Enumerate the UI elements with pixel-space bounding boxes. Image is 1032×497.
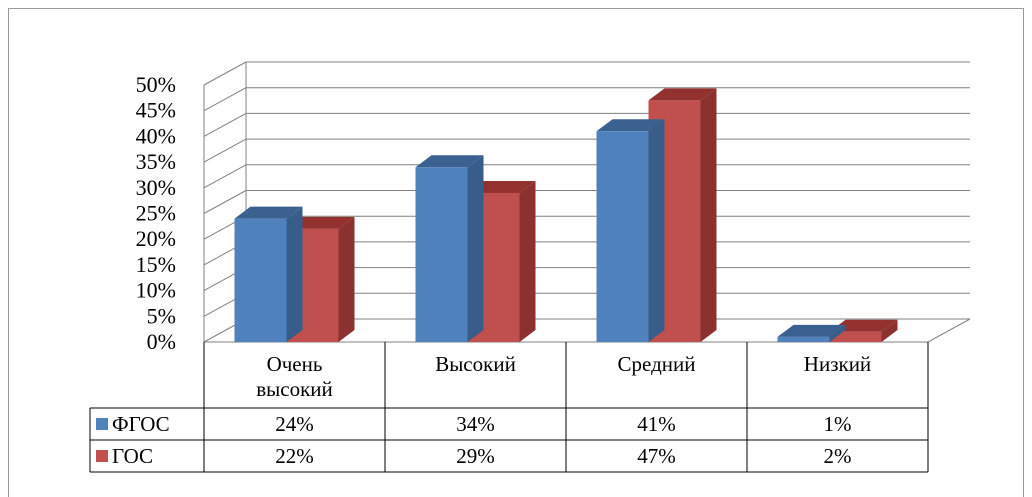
data-table-value: 29% <box>456 444 495 468</box>
category-label: Средний <box>618 352 696 376</box>
bar-side <box>648 119 665 342</box>
category-label: Высокий <box>435 352 516 376</box>
side-gridline <box>203 61 247 86</box>
bar <box>829 331 882 342</box>
bar <box>596 131 649 342</box>
bar-top <box>648 88 717 101</box>
y-tick-label: 50% <box>136 72 176 97</box>
bar-top <box>234 206 303 219</box>
legend-key <box>96 418 108 430</box>
bar-top <box>777 324 846 337</box>
side-gridline <box>203 112 247 137</box>
bar <box>777 336 830 342</box>
y-tick-label: 20% <box>136 226 176 251</box>
side-gridline <box>203 138 247 163</box>
bar-top <box>286 216 355 229</box>
category-label: высокий <box>256 377 333 401</box>
y-tick-label: 5% <box>147 303 176 328</box>
legend-label: ГОС <box>112 444 153 468</box>
y-tick-label: 45% <box>136 98 176 123</box>
bar-side <box>467 155 484 342</box>
y-tick-label: 25% <box>136 201 176 226</box>
data-table-value: 41% <box>637 412 676 436</box>
data-table-value: 2% <box>824 444 852 468</box>
data-table-value: 22% <box>275 444 314 468</box>
bar <box>234 218 287 342</box>
bar-top <box>596 119 665 132</box>
y-tick-label: 0% <box>147 329 176 354</box>
bar-side <box>700 88 717 342</box>
data-table-value: 47% <box>637 444 676 468</box>
bar-side <box>519 180 536 342</box>
legend-key <box>96 450 108 462</box>
data-table-value: 24% <box>275 412 314 436</box>
legend-label: ФГОС <box>112 412 170 436</box>
bar-top <box>829 319 898 332</box>
bar <box>415 167 468 342</box>
data-table-value: 1% <box>824 412 852 436</box>
y-tick-label: 30% <box>136 175 176 200</box>
bar-side <box>829 324 846 342</box>
side-gridline <box>203 190 247 214</box>
side-gridline <box>203 87 247 112</box>
data-table-value: 34% <box>456 412 495 436</box>
y-tick-label: 40% <box>136 123 176 148</box>
y-tick-label: 35% <box>136 149 176 174</box>
side-gridline <box>203 164 247 189</box>
y-tick-label: 15% <box>136 252 176 277</box>
bar-side <box>338 216 355 342</box>
bar-side <box>881 319 898 342</box>
category-label: Низкий <box>804 352 871 376</box>
bar-top <box>415 155 484 168</box>
bar-side <box>286 206 303 342</box>
bar-top <box>467 180 536 193</box>
category-label: Очень <box>267 352 323 376</box>
y-tick-label: 10% <box>136 278 176 303</box>
